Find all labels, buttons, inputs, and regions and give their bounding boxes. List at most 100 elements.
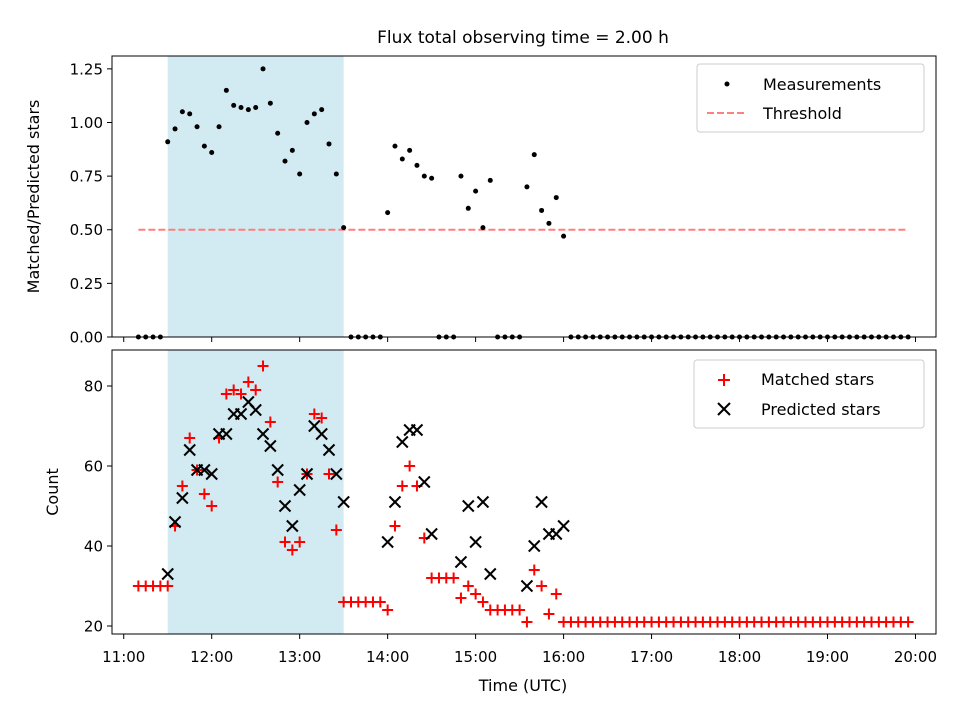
matched-star-point [286,544,298,556]
predicted-star-point [176,491,189,505]
top-y-tick-label: 0.00 [70,329,103,347]
measurement-point [187,111,193,117]
matched-star-point [550,588,562,600]
bottom-plot-area [132,350,914,634]
top-y-tick-label: 1.00 [70,114,103,132]
matched-star-point [543,608,555,620]
predicted-star-point [454,555,468,569]
measurement-point [238,104,244,110]
predicted-star-point [535,495,548,509]
measurement-point [546,220,552,226]
matched-star-point [470,588,482,600]
bottom-x-tick-label: 19:00 [806,648,849,666]
predicted-star-point [198,463,211,477]
matched-star-point [242,376,254,388]
predicted-star-point [183,443,196,457]
predicted-star-point [322,443,336,457]
measurement-point [539,207,545,213]
top-y-tick-label: 0.25 [70,275,103,293]
matched-star-point [279,536,291,548]
measurement-point [165,139,171,145]
measurement-point [260,66,266,72]
matched-star-point [250,384,262,396]
measurement-point [326,141,332,147]
matched-star-point [294,536,306,548]
matched-star-point [477,596,489,608]
bottom-shaded-interval [167,350,344,634]
legend-measurements-label: Measurements [763,75,881,94]
predicted-star-point [168,515,182,529]
matched-star-point [455,592,467,604]
matched-star-point [316,412,328,424]
measurement-point [399,156,405,162]
legend-matched-marker [718,374,730,386]
predicted-star-point [418,475,431,489]
predicted-star-point [462,499,475,513]
matched-star-point [514,604,526,616]
predicted-star-point [410,423,424,437]
measurement-point [311,111,317,117]
bottom-x-tick-label: 11:00 [102,648,145,666]
measurement-point [341,225,347,231]
predicted-star-point [557,519,570,533]
top-axes-frame [111,55,937,338]
matched-star-point [308,408,320,420]
measurement-point [201,143,207,149]
matched-star-point [184,432,196,444]
measurement-point [319,107,325,113]
matched-star-point [374,596,386,608]
predicted-star-point [388,495,402,509]
bottom-x-tick-label: 14:00 [366,648,409,666]
predicted-star-point [286,519,299,533]
predicted-star-point [278,499,292,513]
measurement-point [216,124,222,130]
predicted-star-point [528,539,541,553]
predicted-star-point [520,579,534,593]
predicted-star-point [337,495,350,509]
matched-star-point [264,416,276,428]
matched-star-point [396,480,408,492]
predicted-star-point [205,467,218,481]
top-x-axis [123,337,916,342]
top-plot-area [135,56,911,340]
predicted-star-point [469,535,482,549]
top-y-tick-label: 0.75 [70,168,103,186]
measurement-point [253,104,259,110]
matched-star-point [462,580,474,592]
measurement-point [194,124,200,130]
matched-star-point [220,388,232,400]
legend-measurements-marker [724,81,730,87]
measurement-point [231,102,237,108]
bottom-x-axis-label: Time (UTC) [478,676,567,695]
measurement-point [480,225,486,231]
predicted-star-point [293,483,306,497]
bottom-x-tick-label: 13:00 [278,648,321,666]
matched-star-point [521,616,533,628]
matched-star-point [206,500,218,512]
top-y-tick-label: 0.50 [70,221,103,239]
top-panel: 0.00 0.25 0.50 0.75 1.00 1.25 Matched/Predict… [24,55,937,347]
predicted-star-point [484,567,497,581]
matched-star-point [257,360,269,372]
measurement-point [524,184,530,190]
measurement-point [429,175,435,181]
bottom-x-tick-label: 20:00 [894,648,937,666]
matched-star-point [272,476,284,488]
top-y-tick-label: 1.25 [70,60,103,78]
legend-predicted-marker [717,402,731,416]
measurement-point [561,233,567,239]
matched-star-point [536,580,548,592]
measurement-point [421,173,427,179]
matched-star-point [176,480,188,492]
predicted-star-point [315,427,328,441]
measurement-point [282,158,288,164]
measurement-point [414,162,420,168]
predicted-star-point [425,527,438,541]
predicted-star-point [300,467,314,481]
bottom-x-tick-label: 16:00 [542,648,585,666]
predicted-star-point [264,439,277,453]
matched-star-point [228,384,240,396]
measurement-point [172,126,178,132]
